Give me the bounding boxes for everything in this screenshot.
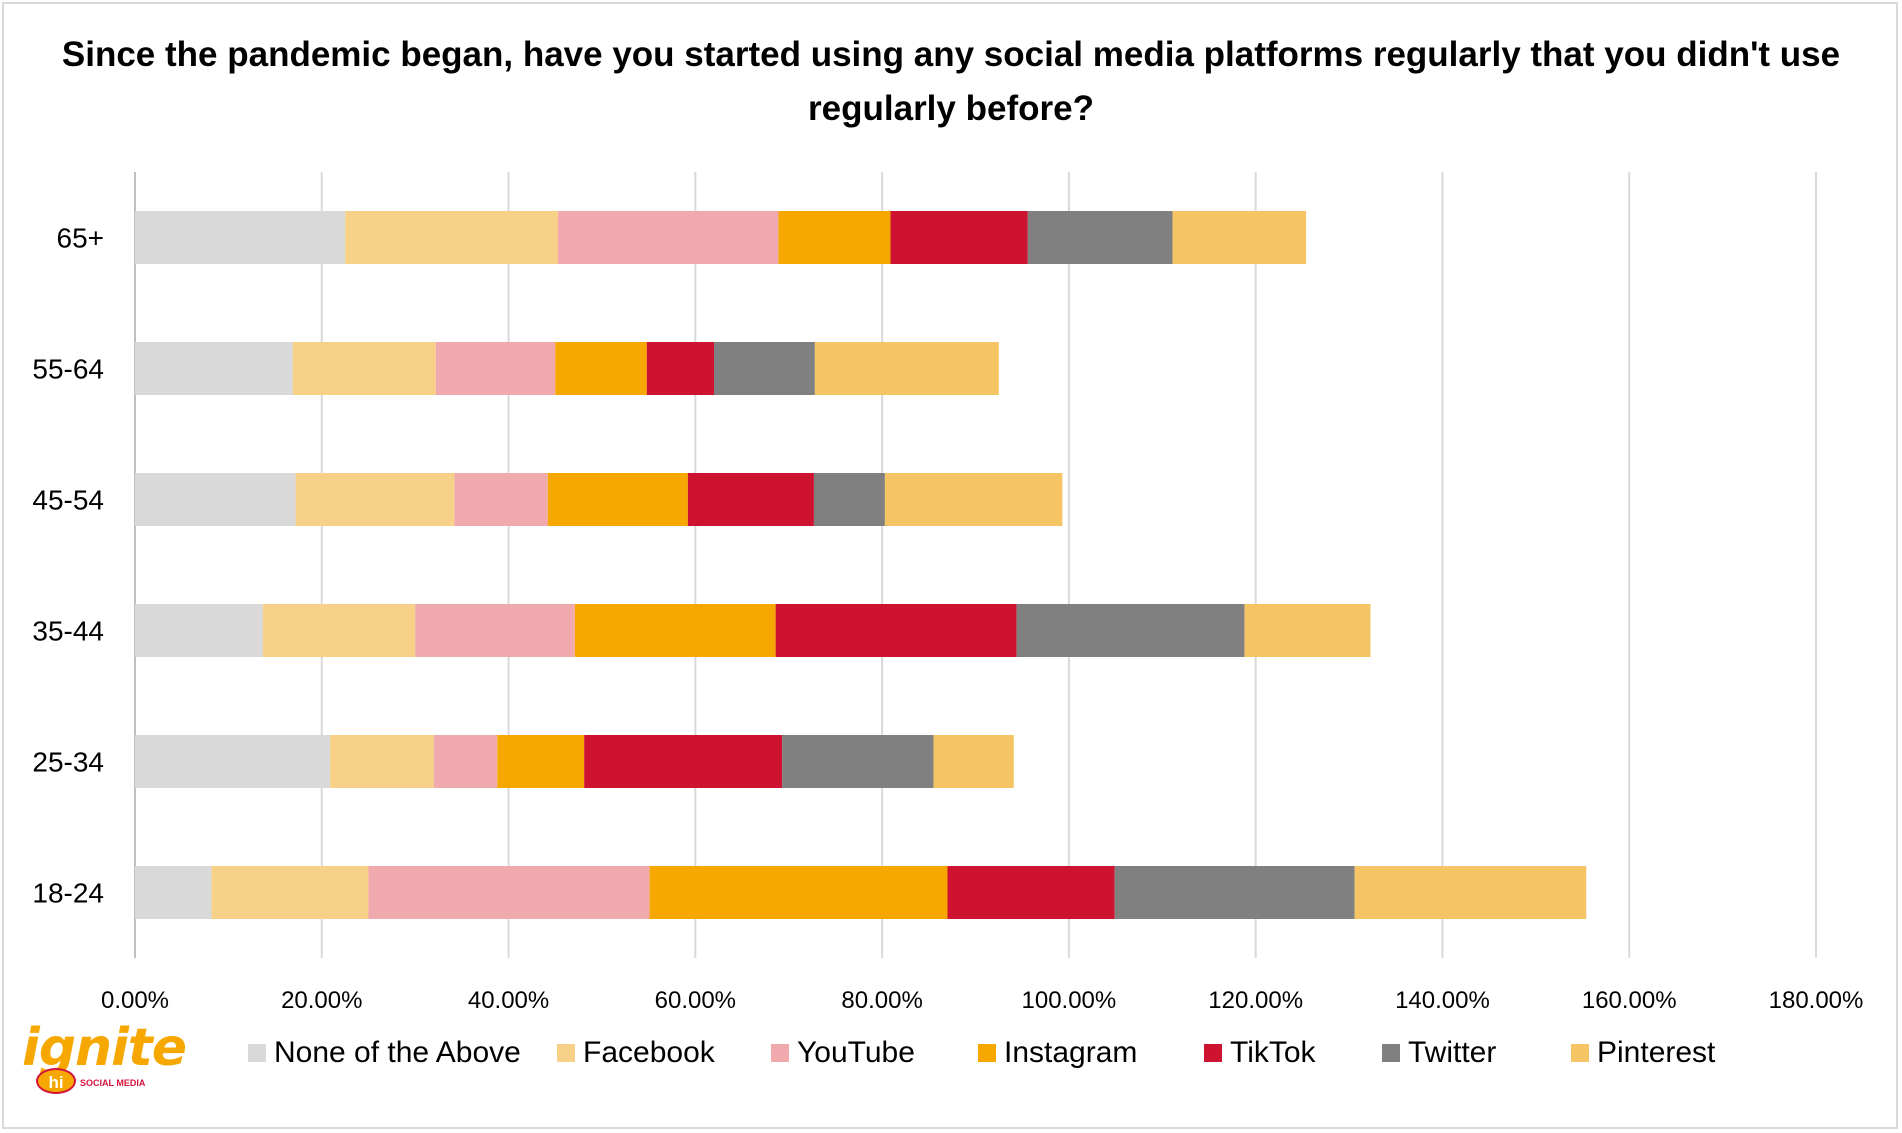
bar-segment [584, 735, 783, 788]
category-label: 18-24 [32, 878, 104, 909]
bar-segment [574, 604, 776, 657]
bar-segment [135, 473, 296, 526]
bar-segment [1016, 604, 1245, 657]
legend-label: TikTok [1230, 1036, 1317, 1069]
legend-swatch [978, 1044, 996, 1062]
bar-segment [933, 735, 1014, 788]
category-label: 65+ [57, 223, 105, 254]
bar-segment [135, 604, 263, 657]
axis-labels: 0.00% 20.00% 40.00% 60.00% 80.00% 100.00% 120.… [32, 223, 1863, 1015]
legend-swatch [1204, 1044, 1222, 1062]
bar-segment [211, 866, 369, 919]
bar-segment [330, 735, 434, 788]
legend-label: Facebook [583, 1036, 716, 1069]
x-tick-label: 140.00% [1395, 987, 1490, 1014]
bar-segment [135, 866, 212, 919]
x-tick-label: 20.00% [281, 987, 362, 1014]
legend-swatch [557, 1044, 575, 1062]
legend-swatch [248, 1044, 266, 1062]
bar-segment [646, 342, 715, 395]
category-label: 55-64 [32, 354, 104, 385]
bar-segment [295, 473, 455, 526]
legend-label: Twitter [1408, 1036, 1496, 1069]
bar-segment [1172, 211, 1307, 264]
bar-segment [135, 342, 293, 395]
bar-segment [454, 473, 548, 526]
bar-segment [775, 604, 1017, 657]
bar-segment [292, 342, 436, 395]
x-tick-label: 180.00% [1769, 987, 1864, 1014]
bar-segment [1244, 604, 1371, 657]
bar-segment [558, 211, 779, 264]
x-tick-label: 60.00% [655, 987, 736, 1014]
legend-swatch [1571, 1044, 1589, 1062]
chart-title: Since the pandemic began, have you start… [61, 35, 1841, 128]
gridlines [134, 172, 1817, 958]
bar-segment [714, 342, 815, 395]
bar-segment [1027, 211, 1173, 264]
bar-segment [1354, 866, 1587, 919]
legend-label: YouTube [797, 1036, 915, 1069]
bar-segment [814, 342, 999, 395]
logo-subtext: SOCIAL MEDIA [80, 1078, 146, 1088]
x-tick-label: 0.00% [101, 987, 169, 1014]
x-tick-label: 100.00% [1022, 987, 1117, 1014]
bar-segment [368, 866, 650, 919]
category-label: 35-44 [32, 616, 104, 647]
bar-segment [813, 473, 885, 526]
bar-segment [135, 211, 346, 264]
x-tick-label: 120.00% [1208, 987, 1303, 1014]
legend: None of the Above Facebook YouTube Instagra… [248, 1036, 1716, 1069]
category-label: 25-34 [32, 747, 104, 778]
bar-segment [345, 211, 559, 264]
logo-badge: hi [36, 1068, 76, 1094]
legend-label: None of the Above [274, 1036, 521, 1069]
bar-segment [649, 866, 948, 919]
x-tick-label: 40.00% [468, 987, 549, 1014]
bar-segment [890, 211, 1028, 264]
bar-segment [497, 735, 585, 788]
bar-segment [778, 211, 891, 264]
bar-segment [555, 342, 647, 395]
legend-swatch [771, 1044, 789, 1062]
bar-segment [415, 604, 575, 657]
bar-segment [433, 735, 498, 788]
bar-segment [947, 866, 1115, 919]
bar-segment [687, 473, 814, 526]
x-tick-label: 160.00% [1582, 987, 1677, 1014]
brand-logo: ignite hi SOCIAL MEDIA [22, 1018, 187, 1098]
legend-label: Pinterest [1597, 1036, 1716, 1069]
bars [135, 211, 1587, 919]
bar-segment [1114, 866, 1355, 919]
bar-segment [782, 735, 934, 788]
bar-segment [435, 342, 556, 395]
category-label: 45-54 [32, 485, 104, 516]
bar-segment [262, 604, 416, 657]
bar-segment [547, 473, 688, 526]
legend-swatch [1382, 1044, 1400, 1062]
bar-segment [884, 473, 1063, 526]
bar-segment [135, 735, 331, 788]
legend-label: Instagram [1004, 1036, 1137, 1069]
x-tick-label: 80.00% [841, 987, 922, 1014]
